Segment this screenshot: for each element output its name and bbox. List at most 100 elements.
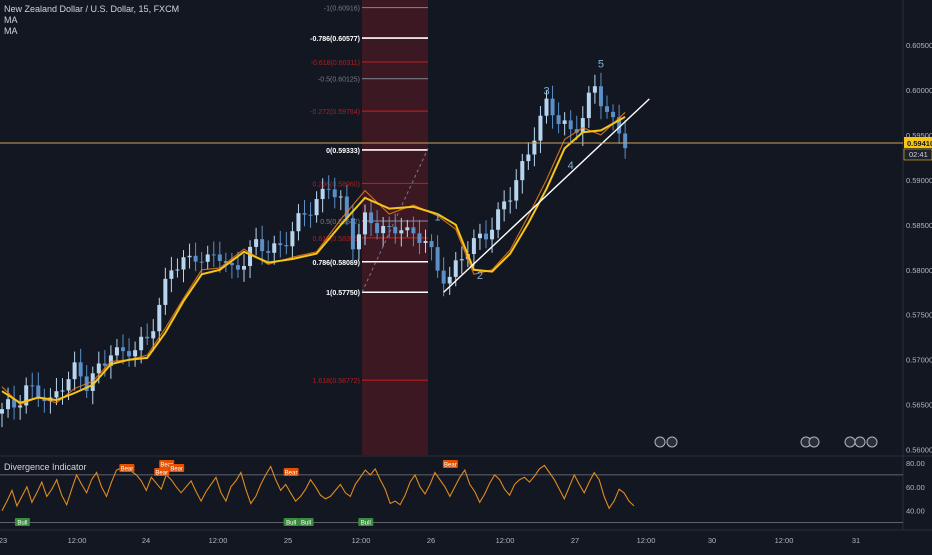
time-axis-tick: 12:00 <box>496 536 515 545</box>
signal-label: Bull <box>286 521 296 527</box>
candle-body <box>598 86 603 107</box>
candle-body <box>459 259 464 261</box>
candle-body <box>502 201 507 210</box>
candle-body <box>139 336 144 351</box>
fib-level-label: -1(0.60916) <box>324 6 360 13</box>
time-axis-tick: 24 <box>142 536 150 545</box>
fib-level-label: -0.786(0.60577) <box>310 36 360 43</box>
candle-body <box>308 214 313 216</box>
candle-body <box>363 212 367 235</box>
candle-body <box>496 209 501 230</box>
price-axis-tick: 0.60500 <box>906 41 932 50</box>
candle-body <box>514 180 519 201</box>
fib-level-label: 0.618(0.58355) <box>313 236 360 243</box>
event-icon <box>654 436 666 448</box>
ma-line-yellow <box>1 116 626 404</box>
wave-label-2: 2 <box>477 270 483 282</box>
candle-body <box>550 98 555 116</box>
event-icon <box>666 436 678 448</box>
time-axis-tick: 12:00 <box>352 536 371 545</box>
candle-body <box>393 226 398 234</box>
candle-body <box>24 385 29 406</box>
candle-body <box>78 362 83 377</box>
candle-body <box>556 115 561 124</box>
candle-body <box>471 238 476 255</box>
legend-ma-2[interactable]: MA <box>4 26 18 36</box>
candle-body <box>36 385 41 398</box>
candle-body <box>272 243 277 253</box>
wave-label-5: 5 <box>598 58 604 70</box>
countdown-tag <box>903 148 932 161</box>
fib-level-label: 1(0.57750) <box>326 290 360 297</box>
candle-body <box>302 213 307 215</box>
time-axis-tick: 25 <box>284 536 292 545</box>
signal-badge-bear <box>154 468 170 476</box>
price-axis-tick: 0.59000 <box>906 176 932 185</box>
signal-badge-bull <box>283 518 299 526</box>
candle-body <box>18 405 23 408</box>
candle-body <box>435 247 440 271</box>
signal-label: Bear <box>444 463 457 469</box>
candle-body <box>405 227 410 231</box>
event-icon <box>854 436 866 448</box>
candle-body <box>447 276 452 284</box>
candle-body <box>199 261 204 263</box>
candle-body <box>344 196 349 219</box>
signal-badge-bear <box>119 464 135 472</box>
candle-body <box>399 230 404 234</box>
candle-body <box>121 347 125 352</box>
candle-body <box>248 246 253 267</box>
wave-label-4: 4 <box>568 160 574 172</box>
countdown-value: 02:41 <box>909 150 928 159</box>
candle-body <box>562 120 567 124</box>
wave-labels: 1 2 3 4 5 <box>435 58 604 281</box>
candle-body <box>254 239 259 247</box>
signal-label: Bear <box>170 467 183 473</box>
price-pane <box>0 0 903 455</box>
current-price-value: 0.59410 <box>907 139 932 148</box>
candle-body <box>108 355 113 366</box>
candle-body <box>260 239 265 252</box>
candle-body <box>580 118 585 133</box>
candle-body <box>235 265 240 270</box>
candle-body <box>369 212 374 224</box>
candle-body <box>284 245 289 247</box>
candle-body <box>484 233 488 240</box>
price-axis-tick: 0.56500 <box>906 401 932 410</box>
signal-badge-bull <box>14 518 30 526</box>
candle-body <box>175 269 180 271</box>
ma-line-orange <box>1 111 626 406</box>
time-axis: 23 12:00 24 12:00 25 12:00 26 12:00 27 12:00 30 12:… <box>0 536 860 545</box>
fib-levels: -1(0.60916) -0.786(0.60577) -0.618(0.60311… <box>310 6 428 385</box>
candle-body <box>526 154 531 162</box>
candle-body <box>611 111 616 118</box>
candle-body <box>54 391 59 398</box>
chart-title: New Zealand Dollar / U.S. Dollar, 15, FX… <box>4 4 180 14</box>
indicator-name[interactable]: Divergence Indicator <box>4 462 87 472</box>
candle-body <box>326 188 331 190</box>
legend-ma-1[interactable]: MA <box>4 15 18 25</box>
candles <box>0 72 628 428</box>
indicator-pane <box>0 457 903 525</box>
signal-badge-bull <box>358 518 374 526</box>
candle-body <box>181 257 186 270</box>
indicator-axis-tick: 60.00 <box>906 483 925 492</box>
candle-body <box>193 255 198 262</box>
fib-level-label: 1.618(0.56772) <box>313 378 360 385</box>
candle-body <box>163 278 168 305</box>
price-axis-tick: 0.58000 <box>906 266 932 275</box>
event-icon <box>844 436 856 448</box>
fib-level-label: 0.236(0.58960) <box>313 181 360 188</box>
candle-body <box>381 225 386 234</box>
candle-body <box>157 304 162 332</box>
candle-body <box>441 270 446 284</box>
candle-body <box>66 379 71 391</box>
price-axis-tick: 0.59500 <box>906 131 932 140</box>
candle-body <box>544 98 549 116</box>
candle-body <box>332 189 337 198</box>
time-axis-tick: 27 <box>571 536 579 545</box>
indicator-line <box>1 464 635 511</box>
time-axis-tick: 26 <box>427 536 435 545</box>
